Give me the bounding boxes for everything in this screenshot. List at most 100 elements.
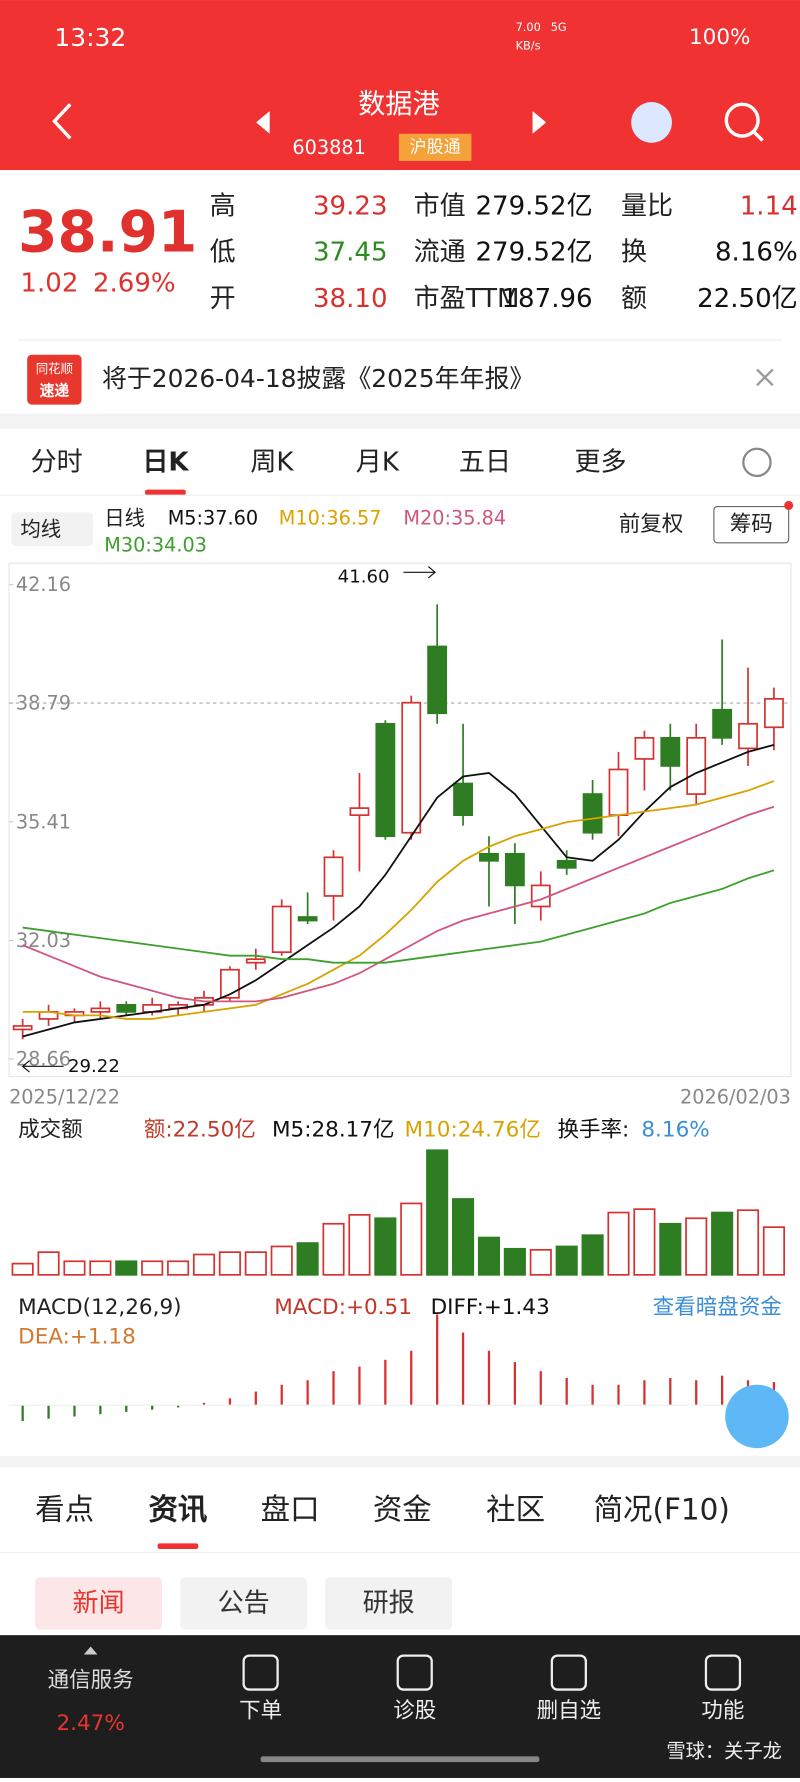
candle-body	[271, 905, 292, 954]
bottom-nav	[0, 1635, 800, 1778]
tab[interactable]: 资金	[373, 1492, 432, 1526]
status-speed-unit: KB/s	[516, 38, 541, 52]
tab[interactable]: 资讯	[148, 1492, 207, 1526]
volume-bar	[374, 1217, 397, 1276]
nav-icon[interactable]	[242, 1654, 279, 1691]
y-tick-label: 32.03	[16, 929, 71, 952]
volume-bar	[762, 1226, 785, 1276]
sector-arrow	[83, 1646, 98, 1655]
next-stock[interactable]	[532, 111, 547, 134]
volume-bar	[141, 1260, 164, 1276]
settings-icon[interactable]	[742, 447, 772, 478]
x-end-date: 2026/02/03	[680, 1085, 791, 1108]
sub-tab-bg[interactable]	[180, 1577, 308, 1630]
volume-bar	[685, 1217, 708, 1276]
volume-bar	[296, 1242, 319, 1276]
annotation: 41.60	[338, 566, 390, 587]
nav-icon[interactable]	[704, 1654, 742, 1691]
tab-underline	[157, 1543, 199, 1550]
nav-item[interactable]: 下单	[239, 1699, 282, 1724]
candle-body	[686, 736, 707, 795]
stat-label: 开	[210, 284, 236, 314]
volume-bar	[115, 1260, 138, 1276]
stock-name: 数据港	[358, 89, 440, 120]
back-button[interactable]	[52, 103, 72, 140]
search-icon[interactable]	[724, 102, 760, 138]
volume-bar	[555, 1245, 578, 1276]
stat-value: 8.16%	[715, 238, 798, 268]
macd-title[interactable]: MACD(12,26,9)	[18, 1295, 181, 1320]
volume-bar	[322, 1222, 345, 1276]
tab[interactable]: 盘口	[261, 1492, 320, 1526]
tab[interactable]: 五日	[459, 447, 511, 477]
nav-item[interactable]: 功能	[701, 1699, 744, 1724]
annotation-arrow	[21, 1060, 64, 1073]
nav-icon[interactable]	[550, 1654, 587, 1691]
tab[interactable]: 月K	[356, 447, 400, 477]
tab[interactable]: 看点	[35, 1492, 94, 1526]
sub-tab[interactable]: 研报	[363, 1588, 415, 1618]
chips[interactable]: 筹码	[730, 512, 773, 537]
prev-stock[interactable]	[256, 111, 270, 134]
annotation-arrow	[403, 566, 437, 579]
x-start-date: 2025/12/22	[9, 1085, 120, 1108]
ma-line	[22, 805, 775, 1003]
tab[interactable]: 更多	[575, 447, 627, 477]
candle-body	[582, 793, 603, 834]
tab[interactable]: 简况(F10)	[594, 1492, 730, 1526]
stat-value: 39.23	[313, 191, 388, 221]
notice-close[interactable]	[756, 368, 774, 387]
candle-body	[738, 722, 758, 750]
volume-bar	[503, 1247, 526, 1276]
notice-text[interactable]: 将于2026-04-18披露《2025年年报》	[102, 364, 534, 393]
sector-change: 2.47%	[56, 1711, 124, 1736]
macd-value: MACD:+0.51	[274, 1295, 412, 1320]
status-network: 5G	[551, 20, 567, 34]
gap	[0, 413, 800, 429]
tab[interactable]: 分时	[31, 447, 83, 477]
nav-item[interactable]: 删自选	[537, 1699, 602, 1724]
period-label: 日线	[104, 506, 145, 530]
volume-bar	[218, 1251, 241, 1276]
tab[interactable]: 周K	[250, 447, 294, 477]
volume-bar	[452, 1198, 475, 1276]
sub-tab[interactable]: 公告	[218, 1588, 270, 1618]
ma-line	[22, 743, 775, 1038]
logo-top: 同花顺	[36, 361, 73, 376]
ma-legend: M10:36.57	[279, 506, 382, 529]
sub-tab-bg[interactable]	[325, 1577, 453, 1630]
status-battery: 100%	[689, 25, 751, 50]
ma-selector-bg[interactable]	[11, 512, 93, 547]
adjust[interactable]: 前复权	[619, 512, 684, 537]
volume-bar	[400, 1202, 423, 1276]
robot-icon[interactable]	[631, 102, 672, 143]
nav-icon[interactable]	[396, 1654, 433, 1691]
ma-line	[22, 869, 775, 964]
tab[interactable]: 社区	[486, 1492, 545, 1526]
sector[interactable]: 通信服务	[48, 1668, 134, 1693]
volume-title[interactable]: 成交额	[18, 1117, 83, 1142]
dot	[784, 500, 794, 510]
sub-tab[interactable]: 新闻	[73, 1588, 125, 1618]
ma-line	[22, 780, 775, 1020]
sub-tab-bg[interactable]	[35, 1577, 163, 1630]
bulb-button[interactable]	[725, 1384, 789, 1449]
turnover-label: 换手率:	[558, 1117, 630, 1142]
volume-bar	[633, 1208, 656, 1276]
macd-dea: DEA:+1.18	[18, 1325, 136, 1350]
ma-legend: M30:34.03	[104, 534, 207, 557]
tab[interactable]: 日K	[142, 447, 189, 477]
chips-btn[interactable]	[713, 505, 790, 544]
stat-value: 22.50亿	[697, 284, 798, 314]
stat-label: 流通	[414, 238, 466, 268]
candle-body	[427, 645, 448, 715]
turnover: 8.16%	[641, 1117, 709, 1142]
stat-value: 187.96	[501, 284, 592, 314]
volume-m5: M5:28.17亿	[272, 1117, 395, 1142]
ma-selector[interactable]: 均线	[20, 517, 61, 541]
candle-body	[116, 1004, 137, 1013]
macd-link[interactable]: 查看暗盘资金	[653, 1295, 782, 1320]
nav-item[interactable]: 诊股	[393, 1699, 436, 1724]
stat-label: 额	[621, 284, 647, 314]
